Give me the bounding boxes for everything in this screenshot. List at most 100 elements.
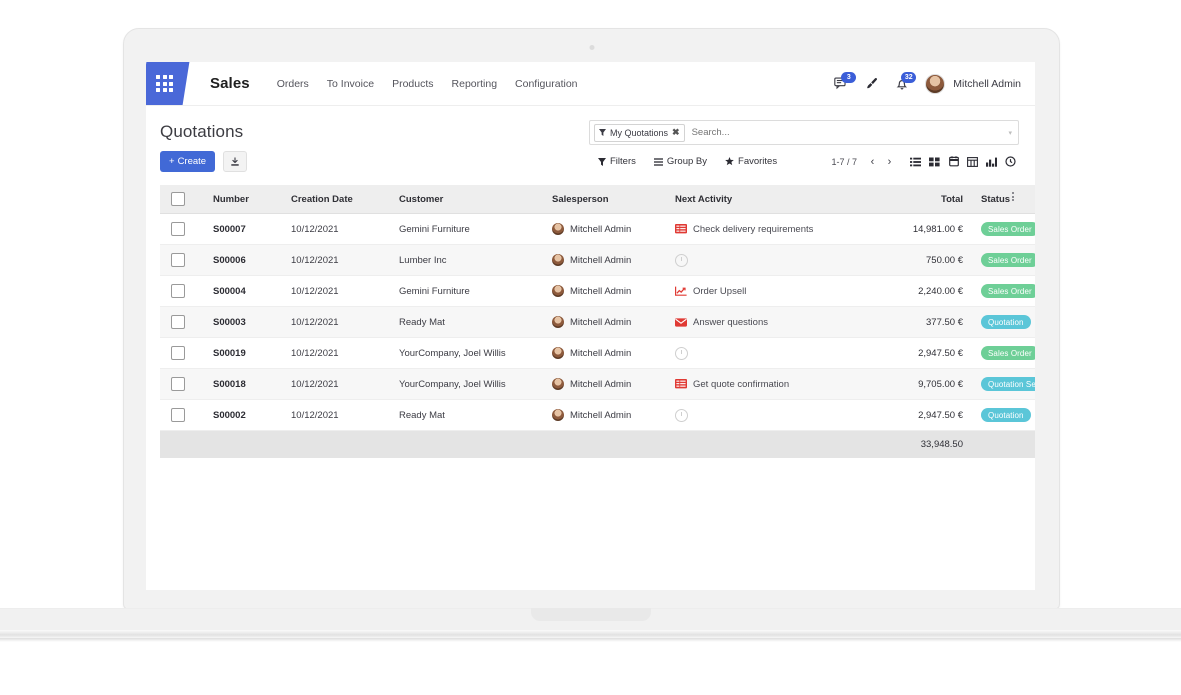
cell-total: 9,705.00 € [879,368,967,400]
salesperson-name: Mitchell Admin [570,316,632,328]
menu-item-to-invoice[interactable]: To Invoice [326,77,375,90]
row-checkbox[interactable] [171,253,185,267]
star-icon [725,157,734,166]
cell-creation-date: 10/12/2021 [287,244,395,276]
filters-button[interactable]: Filters [589,153,645,170]
plus-icon: + [169,156,175,167]
avatar [552,347,564,359]
import-button[interactable] [223,151,248,172]
messages-badge: 3 [841,72,857,83]
search-dropdown-icon[interactable]: ▾ [1008,129,1012,137]
avatar [552,223,564,235]
header-number[interactable]: Number [209,185,287,214]
activity-label: Get quote confirmation [693,378,790,390]
row-checkbox[interactable] [171,408,185,422]
messages-icon[interactable]: 3 [834,72,857,90]
search-input[interactable] [684,126,1009,139]
todo-icon [675,379,687,389]
cell-number: S00004 [209,275,287,307]
menu-item-orders[interactable]: Orders [276,77,309,90]
select-all-header [160,185,209,214]
table-row[interactable]: S00006 10/12/2021 Lumber Inc Mitchell Admin… [160,244,1035,276]
status-badge: Sales Order [981,253,1035,267]
menu-item-reporting[interactable]: Reporting [451,77,498,90]
header-status[interactable]: Status [967,185,1035,214]
activities-bell-icon[interactable]: 32 [895,71,917,91]
calendar-view-icon[interactable] [945,153,962,170]
navbar-right: 3 32 Mitchell Ad [834,71,1035,94]
row-checkbox[interactable] [171,346,185,360]
table-row[interactable]: S00003 10/12/2021 Ready Mat Mitchell Admin A… [160,306,1035,338]
salesperson-name: Mitchell Admin [570,378,632,390]
email-icon [675,317,687,327]
action-buttons: + Create [160,151,590,172]
row-checkbox[interactable] [171,377,185,391]
cell-next-activity [671,337,879,369]
header-total[interactable]: Total [879,185,967,214]
apps-menu-icon[interactable] [146,62,190,105]
cell-creation-date: 10/12/2021 [287,337,395,369]
search-box[interactable]: My Quotations ✖ ▾ [589,120,1019,145]
user-menu[interactable]: Mitchell Admin [925,73,1021,94]
quotations-table: Number Creation Date Customer Salesperso… [160,185,1035,458]
paintbrush-icon[interactable] [865,77,879,91]
apps-grid-icon [156,75,173,92]
pager-previous-icon[interactable]: ‹ [870,155,875,168]
table-header-row: Number Creation Date Customer Salesperso… [160,185,1035,214]
activity-label: Check delivery requirements [693,223,814,235]
status-badge: Sales Order [981,346,1035,360]
table-row[interactable]: S00019 10/12/2021 YourCompany, Joel Willis… [160,337,1035,369]
search-facet-label: My Quotations [610,127,669,138]
control-panel-top: Quotations + Create [160,122,1019,172]
cell-next-activity: Answer questions [671,306,879,338]
optional-columns-toggle-icon[interactable] [1007,190,1019,203]
list-view-icon[interactable] [907,153,924,170]
header-creation-date[interactable]: Creation Date [287,185,395,214]
header-customer[interactable]: Customer [395,185,548,214]
view-switcher [907,153,1019,170]
search-view: My Quotations ✖ ▾ Filters [589,120,1019,170]
row-checkbox[interactable] [171,284,185,298]
cell-status: Quotation [967,399,1035,431]
table-row[interactable]: S00007 10/12/2021 Gemini Furniture Mitchell… [160,213,1035,245]
graph-view-icon[interactable] [983,153,1000,170]
status-badge: Quotation [981,408,1031,422]
avatar [552,285,564,297]
laptop-foot [0,630,1181,638]
select-all-checkbox[interactable] [171,192,185,206]
search-facet-remove-icon[interactable]: ✖ [672,127,680,137]
row-select-cell [160,306,209,338]
cell-status: Sales Order [967,213,1035,245]
header-salesperson[interactable]: Salesperson [548,185,671,214]
table-row[interactable]: S00004 10/12/2021 Gemini Furniture Mitchell… [160,275,1035,307]
cell-status: Quotation Sent [967,368,1035,400]
cell-creation-date: 10/12/2021 [287,306,395,338]
table-row[interactable]: S00018 10/12/2021 YourCompany, Joel Willis… [160,368,1035,400]
app-brand[interactable]: Sales [210,75,250,92]
activity-view-icon[interactable] [1002,153,1019,170]
search-facet-my-quotations[interactable]: My Quotations ✖ [594,123,685,142]
table-row[interactable]: S00002 10/12/2021 Ready Mat Mitchell Admin 2… [160,399,1035,431]
total-sum: 33,948.50 [879,430,967,458]
group-by-button[interactable]: Group By [645,153,716,170]
pivot-view-icon[interactable] [964,153,981,170]
laptop-shadow [0,638,1181,642]
cell-salesperson: Mitchell Admin [548,399,671,431]
user-name: Mitchell Admin [953,77,1021,90]
kanban-view-icon[interactable] [926,153,943,170]
cell-total: 2,947.50 € [879,399,967,431]
cell-customer: Lumber Inc [395,244,548,276]
pager-next-icon[interactable]: › [887,155,892,168]
create-button[interactable]: + Create [160,151,216,172]
menu-item-products[interactable]: Products [392,77,434,90]
header-next-activity[interactable]: Next Activity [671,185,879,214]
row-checkbox[interactable] [171,315,185,329]
filters-label: Filters [610,156,636,167]
favorites-button[interactable]: Favorites [716,153,786,170]
avatar [552,378,564,390]
menu-item-configuration[interactable]: Configuration [515,77,578,90]
row-checkbox[interactable] [171,222,185,236]
salesperson-name: Mitchell Admin [570,254,632,266]
cell-total: 14,981.00 € [879,213,967,245]
cell-status: Sales Order [967,244,1035,276]
